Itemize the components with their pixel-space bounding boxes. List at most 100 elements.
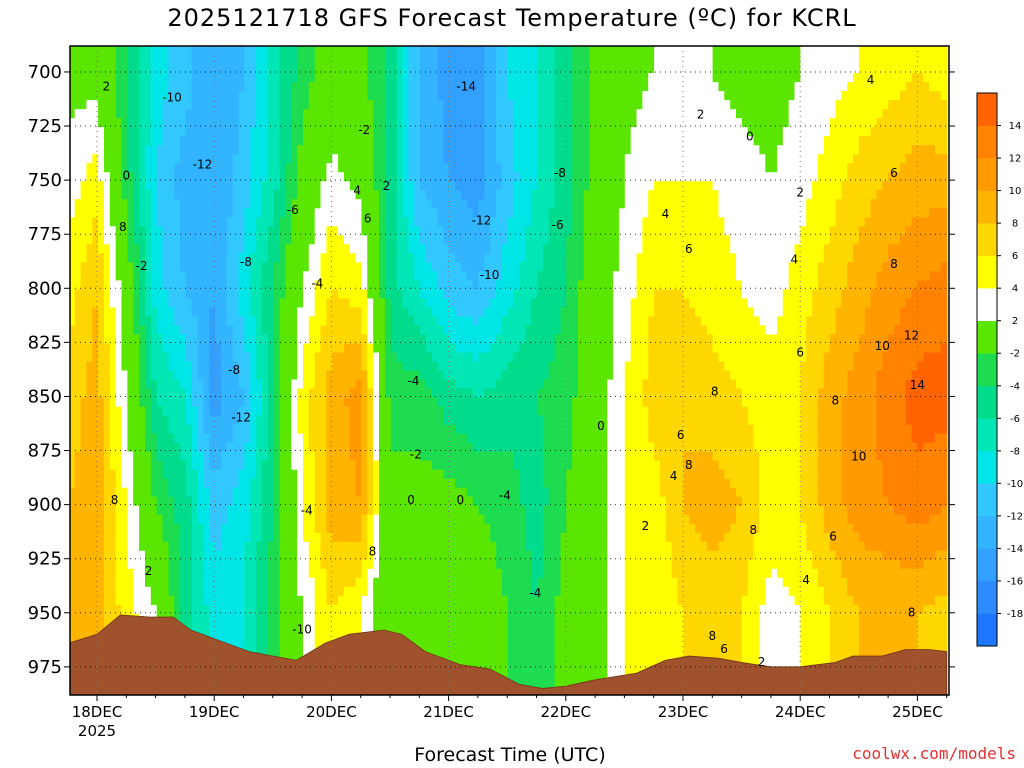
field-cell xyxy=(379,442,386,453)
field-cell xyxy=(203,298,210,308)
field-cell xyxy=(303,154,310,164)
field-cell xyxy=(431,514,439,525)
field-cell xyxy=(355,325,363,335)
field-cell xyxy=(314,280,322,290)
field-cell xyxy=(232,253,240,263)
field-cell xyxy=(291,226,298,236)
field-cell xyxy=(74,451,82,462)
field-cell xyxy=(408,100,415,110)
field-cell xyxy=(367,487,374,498)
field-cell xyxy=(92,127,99,137)
field-cell xyxy=(326,568,333,579)
field-cell xyxy=(455,244,462,254)
field-cell xyxy=(209,244,216,254)
field-cell xyxy=(355,433,363,444)
field-cell xyxy=(455,82,462,92)
field-cell xyxy=(361,577,368,588)
field-cell xyxy=(162,532,169,543)
field-cell xyxy=(455,397,462,408)
field-cell xyxy=(221,91,228,101)
field-cell xyxy=(455,370,462,381)
field-cell xyxy=(74,613,82,624)
field-cell xyxy=(121,541,128,552)
field-cell xyxy=(303,352,310,363)
field-cell xyxy=(250,55,257,65)
field-cell xyxy=(332,172,339,182)
field-cell xyxy=(297,136,304,146)
field-cell xyxy=(355,316,363,326)
field-cell xyxy=(461,100,468,110)
field-cell xyxy=(109,73,117,83)
field-cell xyxy=(384,118,392,128)
field-cell xyxy=(349,208,357,218)
field-cell xyxy=(297,226,304,236)
field-cell xyxy=(308,55,316,65)
field-cell xyxy=(279,163,287,173)
field-cell xyxy=(291,514,298,525)
field-cell xyxy=(320,91,327,101)
field-cell xyxy=(74,217,82,227)
field-cell xyxy=(273,208,281,218)
field-cell xyxy=(74,118,82,128)
field-cell xyxy=(215,424,222,435)
field-cell xyxy=(191,505,199,516)
field-cell xyxy=(396,109,404,119)
field-cell xyxy=(104,424,111,435)
field-cell xyxy=(150,451,158,462)
field-cell xyxy=(133,190,140,200)
field-cell xyxy=(221,217,228,227)
field-cell xyxy=(355,64,363,74)
field-cell xyxy=(150,415,158,426)
field-cell xyxy=(104,100,111,110)
field-cell xyxy=(343,280,351,290)
field-cell xyxy=(133,532,140,543)
field-cell xyxy=(314,451,322,462)
field-cell xyxy=(437,325,445,335)
field-cell xyxy=(314,109,322,119)
field-cell xyxy=(256,361,263,372)
field-cell xyxy=(303,487,310,498)
field-cell xyxy=(168,361,175,372)
field-cell xyxy=(174,514,181,525)
field-cell xyxy=(104,397,111,408)
field-cell xyxy=(431,406,439,417)
field-cell xyxy=(232,388,240,399)
field-cell xyxy=(431,136,439,146)
field-cell xyxy=(466,415,474,426)
field-cell xyxy=(431,568,439,579)
field-cell xyxy=(238,271,246,281)
field-cell xyxy=(466,145,474,155)
field-cell xyxy=(408,82,415,92)
field-cell xyxy=(332,91,339,101)
field-cell xyxy=(420,226,427,236)
field-cell xyxy=(303,334,310,344)
field-cell xyxy=(226,73,234,83)
field-cell xyxy=(139,577,146,588)
field-cell xyxy=(455,595,462,606)
field-cell xyxy=(437,523,445,534)
field-cell xyxy=(373,253,380,263)
field-cell xyxy=(414,361,421,372)
field-cell xyxy=(367,523,374,534)
field-cell xyxy=(139,172,146,182)
field-cell xyxy=(379,586,386,597)
field-cell xyxy=(384,388,392,399)
field-cell xyxy=(203,460,210,471)
field-cell xyxy=(361,298,368,308)
field-cell xyxy=(92,172,99,182)
field-cell xyxy=(390,334,398,344)
field-cell xyxy=(127,298,134,308)
field-cell xyxy=(127,154,134,164)
field-cell xyxy=(308,217,316,227)
field-cell xyxy=(185,82,193,92)
field-cell xyxy=(326,559,333,570)
field-cell xyxy=(139,163,146,173)
field-cell xyxy=(273,244,281,254)
field-cell xyxy=(361,226,368,236)
field-cell xyxy=(466,361,474,372)
field-cell xyxy=(379,550,386,561)
field-cell xyxy=(203,433,210,444)
field-cell xyxy=(443,262,450,272)
field-cell xyxy=(156,271,164,281)
field-cell xyxy=(180,487,187,498)
